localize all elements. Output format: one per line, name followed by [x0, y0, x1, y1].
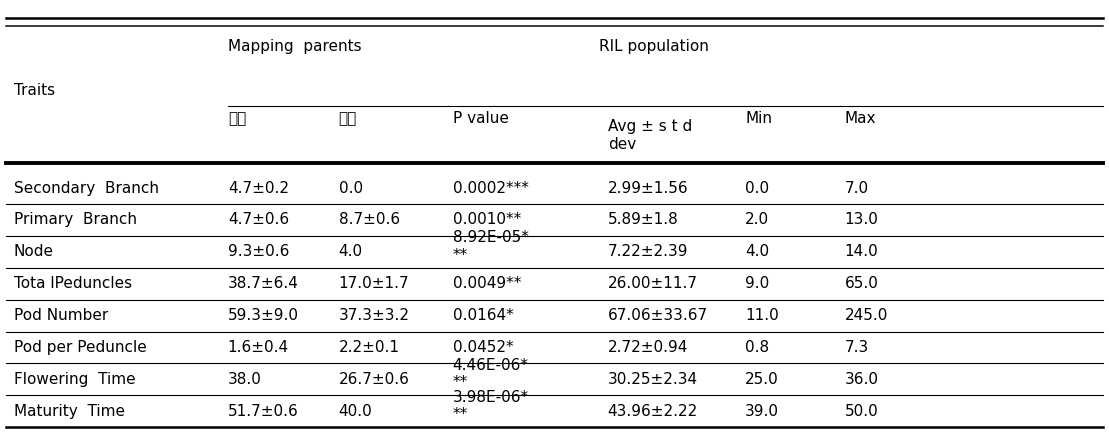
Text: 0.0002***: 0.0002*** — [452, 180, 529, 195]
Text: 14.0: 14.0 — [845, 244, 878, 259]
Text: 11.0: 11.0 — [745, 308, 779, 323]
Text: 25.0: 25.0 — [745, 372, 779, 387]
Text: 0.0010**: 0.0010** — [452, 213, 521, 228]
Text: 7.0: 7.0 — [845, 180, 868, 195]
Text: 3.98E-06*
**: 3.98E-06* ** — [452, 390, 529, 422]
Text: 1.6±0.4: 1.6±0.4 — [227, 340, 288, 355]
Text: Primary  Branch: Primary Branch — [14, 213, 138, 228]
Text: 0.0: 0.0 — [745, 180, 770, 195]
Text: 43.96±2.22: 43.96±2.22 — [608, 404, 698, 419]
Text: Mapping  parents: Mapping parents — [227, 39, 362, 54]
Text: 245.0: 245.0 — [845, 308, 888, 323]
Text: 2.0: 2.0 — [745, 213, 770, 228]
Text: Traits: Traits — [14, 83, 55, 98]
Text: Node: Node — [14, 244, 54, 259]
Text: Pod per Peduncle: Pod per Peduncle — [14, 340, 146, 355]
Text: 13.0: 13.0 — [845, 213, 878, 228]
Text: 0.0049**: 0.0049** — [452, 276, 521, 291]
Text: 26.00±11.7: 26.00±11.7 — [608, 276, 698, 291]
Text: 67.06±33.67: 67.06±33.67 — [608, 308, 708, 323]
Text: 0.0164*: 0.0164* — [452, 308, 513, 323]
Text: 2.99±1.56: 2.99±1.56 — [608, 180, 689, 195]
Text: 0.0: 0.0 — [338, 180, 363, 195]
Text: 65.0: 65.0 — [845, 276, 878, 291]
Text: 59.3±9.0: 59.3±9.0 — [227, 308, 298, 323]
Text: 38.7±6.4: 38.7±6.4 — [227, 276, 298, 291]
Text: 4.7±0.2: 4.7±0.2 — [227, 180, 288, 195]
Text: P value: P value — [452, 111, 508, 126]
Text: Max: Max — [845, 111, 876, 126]
Text: 7.3: 7.3 — [845, 340, 869, 355]
Text: 40.0: 40.0 — [338, 404, 373, 419]
Text: Maturity  Time: Maturity Time — [14, 404, 125, 419]
Text: 0.0452*: 0.0452* — [452, 340, 513, 355]
Text: Flowering  Time: Flowering Time — [14, 372, 135, 387]
Text: 7.22±2.39: 7.22±2.39 — [608, 244, 689, 259]
Text: 8.7±0.6: 8.7±0.6 — [338, 213, 399, 228]
Text: Pod Number: Pod Number — [14, 308, 109, 323]
Text: Avg ± s t d
dev: Avg ± s t d dev — [608, 119, 692, 152]
Text: 17.0±1.7: 17.0±1.7 — [338, 276, 409, 291]
Text: 4.0: 4.0 — [745, 244, 770, 259]
Text: Min: Min — [745, 111, 772, 126]
Text: 4.46E-06*
**: 4.46E-06* ** — [452, 358, 529, 390]
Text: 4.0: 4.0 — [338, 244, 363, 259]
Text: 9.3±0.6: 9.3±0.6 — [227, 244, 289, 259]
Text: 8.92E-05*
**: 8.92E-05* ** — [452, 230, 529, 263]
Text: 5.89±1.8: 5.89±1.8 — [608, 213, 679, 228]
Text: 38.0: 38.0 — [227, 372, 262, 387]
Text: 51.7±0.6: 51.7±0.6 — [227, 404, 298, 419]
Text: 빈케: 빈케 — [338, 111, 357, 126]
Text: RIL population: RIL population — [599, 39, 709, 54]
Text: 26.7±0.6: 26.7±0.6 — [338, 372, 409, 387]
Text: 9.0: 9.0 — [745, 276, 770, 291]
Text: 39.0: 39.0 — [745, 404, 779, 419]
Text: 0.8: 0.8 — [745, 340, 770, 355]
Text: 50.0: 50.0 — [845, 404, 878, 419]
Text: Tota lPeduncles: Tota lPeduncles — [14, 276, 132, 291]
Text: 2.2±0.1: 2.2±0.1 — [338, 340, 399, 355]
Text: 30.25±2.34: 30.25±2.34 — [608, 372, 698, 387]
Text: 선화: 선화 — [227, 111, 246, 126]
Text: 36.0: 36.0 — [845, 372, 878, 387]
Text: 4.7±0.6: 4.7±0.6 — [227, 213, 288, 228]
Text: Secondary  Branch: Secondary Branch — [14, 180, 159, 195]
Text: 2.72±0.94: 2.72±0.94 — [608, 340, 688, 355]
Text: 37.3±3.2: 37.3±3.2 — [338, 308, 409, 323]
